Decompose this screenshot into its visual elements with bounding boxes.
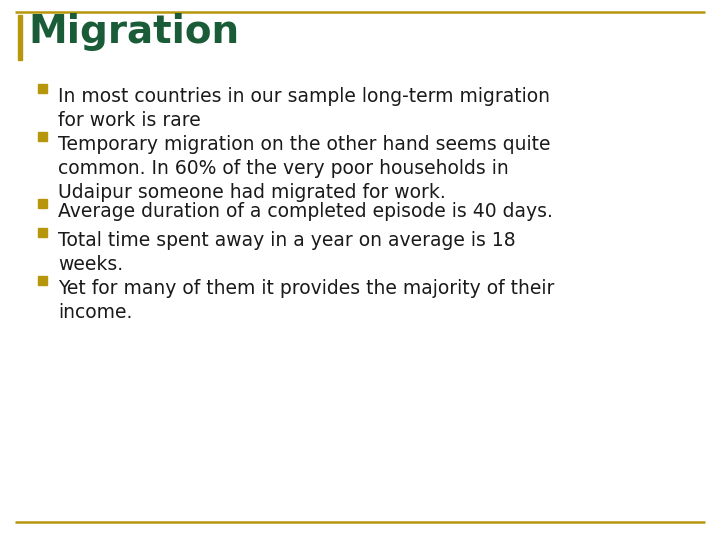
Text: Total time spent away in a year on average is 18
weeks.: Total time spent away in a year on avera… bbox=[58, 231, 516, 274]
Bar bbox=[38, 275, 47, 285]
Text: Average duration of a completed episode is 40 days.: Average duration of a completed episode … bbox=[58, 202, 553, 221]
Text: Temporary migration on the other hand seems quite
common. In 60% of the very poo: Temporary migration on the other hand se… bbox=[58, 135, 551, 202]
Bar bbox=[38, 84, 47, 92]
Text: Yet for many of them it provides the majority of their
income.: Yet for many of them it provides the maj… bbox=[58, 279, 554, 322]
Bar bbox=[18, 15, 22, 60]
Bar bbox=[38, 199, 47, 207]
Text: Migration: Migration bbox=[28, 13, 239, 51]
Bar bbox=[38, 132, 47, 140]
Bar bbox=[38, 227, 47, 237]
Text: In most countries in our sample long-term migration
for work is rare: In most countries in our sample long-ter… bbox=[58, 87, 550, 130]
